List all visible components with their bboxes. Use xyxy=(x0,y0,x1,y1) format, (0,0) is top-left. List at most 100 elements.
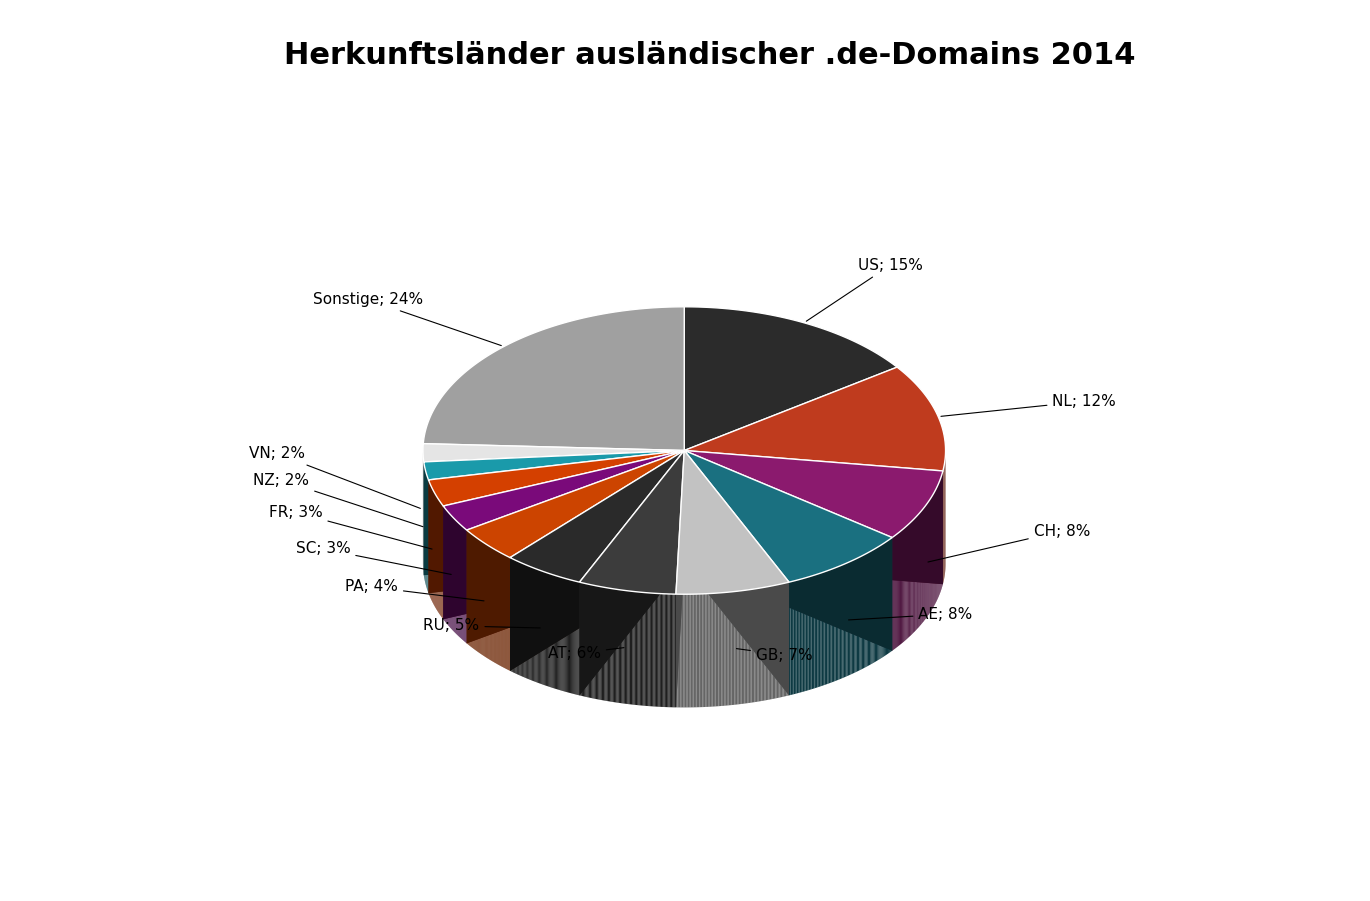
Polygon shape xyxy=(734,591,736,705)
Polygon shape xyxy=(760,587,762,701)
Polygon shape xyxy=(738,591,740,705)
Polygon shape xyxy=(818,574,819,687)
Polygon shape xyxy=(684,595,685,707)
Polygon shape xyxy=(769,587,770,700)
Polygon shape xyxy=(793,580,795,695)
Polygon shape xyxy=(423,450,684,575)
Polygon shape xyxy=(695,594,696,707)
Polygon shape xyxy=(675,594,677,707)
Polygon shape xyxy=(795,580,796,694)
Polygon shape xyxy=(423,450,684,575)
Polygon shape xyxy=(726,592,727,705)
Polygon shape xyxy=(823,572,825,686)
Polygon shape xyxy=(819,573,821,687)
Text: NZ; 2%: NZ; 2% xyxy=(253,473,423,527)
Polygon shape xyxy=(684,450,892,651)
Polygon shape xyxy=(833,569,834,682)
Polygon shape xyxy=(684,450,789,696)
Polygon shape xyxy=(510,450,684,671)
Polygon shape xyxy=(693,594,695,707)
Polygon shape xyxy=(692,594,693,707)
Polygon shape xyxy=(423,306,684,450)
Polygon shape xyxy=(741,590,743,704)
Polygon shape xyxy=(744,590,745,704)
Polygon shape xyxy=(792,581,793,695)
Polygon shape xyxy=(804,578,806,691)
Polygon shape xyxy=(727,592,729,705)
Text: SC; 3%: SC; 3% xyxy=(296,542,451,575)
Text: FR; 3%: FR; 3% xyxy=(269,505,432,549)
Polygon shape xyxy=(423,443,684,462)
Polygon shape xyxy=(732,592,733,705)
Polygon shape xyxy=(703,594,704,707)
Polygon shape xyxy=(467,450,684,643)
Polygon shape xyxy=(696,594,697,707)
Polygon shape xyxy=(777,585,778,698)
Polygon shape xyxy=(800,579,801,693)
Polygon shape xyxy=(827,570,829,684)
Polygon shape xyxy=(729,592,730,705)
Polygon shape xyxy=(725,592,726,705)
Polygon shape xyxy=(834,568,836,681)
Text: Herkunftsländer ausländischer .de-Domains 2014: Herkunftsländer ausländischer .de-Domain… xyxy=(284,41,1136,70)
Polygon shape xyxy=(423,450,684,480)
Polygon shape xyxy=(697,594,700,707)
Polygon shape xyxy=(745,590,748,704)
Polygon shape xyxy=(799,579,800,693)
Polygon shape xyxy=(444,450,684,530)
Text: CH; 8%: CH; 8% xyxy=(927,523,1091,562)
Text: US; 15%: US; 15% xyxy=(807,258,923,322)
Polygon shape xyxy=(801,578,803,692)
Polygon shape xyxy=(767,587,769,700)
Polygon shape xyxy=(758,588,759,702)
Polygon shape xyxy=(733,592,734,705)
Polygon shape xyxy=(770,586,771,699)
Polygon shape xyxy=(754,589,755,703)
Text: AE; 8%: AE; 8% xyxy=(848,606,973,622)
Text: AT; 6%: AT; 6% xyxy=(548,646,623,661)
Polygon shape xyxy=(444,450,684,619)
Polygon shape xyxy=(686,594,688,707)
Polygon shape xyxy=(743,590,744,704)
Polygon shape xyxy=(712,593,714,706)
Polygon shape xyxy=(717,593,718,706)
Polygon shape xyxy=(789,582,790,696)
Polygon shape xyxy=(688,594,689,707)
Text: GB; 7%: GB; 7% xyxy=(737,648,812,662)
Polygon shape xyxy=(740,591,741,704)
Polygon shape xyxy=(467,450,684,558)
Polygon shape xyxy=(749,589,751,703)
Polygon shape xyxy=(680,594,681,707)
Polygon shape xyxy=(580,450,684,696)
Polygon shape xyxy=(684,367,945,471)
Polygon shape xyxy=(808,577,810,690)
Polygon shape xyxy=(510,450,684,671)
Polygon shape xyxy=(677,594,680,707)
Polygon shape xyxy=(718,593,719,706)
Polygon shape xyxy=(704,594,706,707)
Polygon shape xyxy=(700,594,701,707)
Polygon shape xyxy=(723,593,725,705)
Polygon shape xyxy=(775,585,777,698)
Polygon shape xyxy=(467,450,684,643)
Polygon shape xyxy=(684,450,943,538)
Polygon shape xyxy=(684,450,789,696)
Polygon shape xyxy=(690,594,692,707)
Polygon shape xyxy=(689,594,690,707)
Polygon shape xyxy=(675,450,684,707)
Polygon shape xyxy=(807,577,808,690)
Polygon shape xyxy=(580,450,684,696)
Polygon shape xyxy=(710,594,711,706)
Polygon shape xyxy=(751,589,752,703)
Polygon shape xyxy=(444,450,684,619)
Polygon shape xyxy=(822,572,823,686)
Polygon shape xyxy=(821,573,822,687)
Polygon shape xyxy=(701,594,703,707)
Polygon shape xyxy=(771,586,773,699)
Text: NL; 12%: NL; 12% xyxy=(941,394,1117,416)
Polygon shape xyxy=(730,592,732,705)
Polygon shape xyxy=(815,575,817,688)
Polygon shape xyxy=(796,580,799,694)
Polygon shape xyxy=(510,450,684,582)
Polygon shape xyxy=(429,450,684,506)
